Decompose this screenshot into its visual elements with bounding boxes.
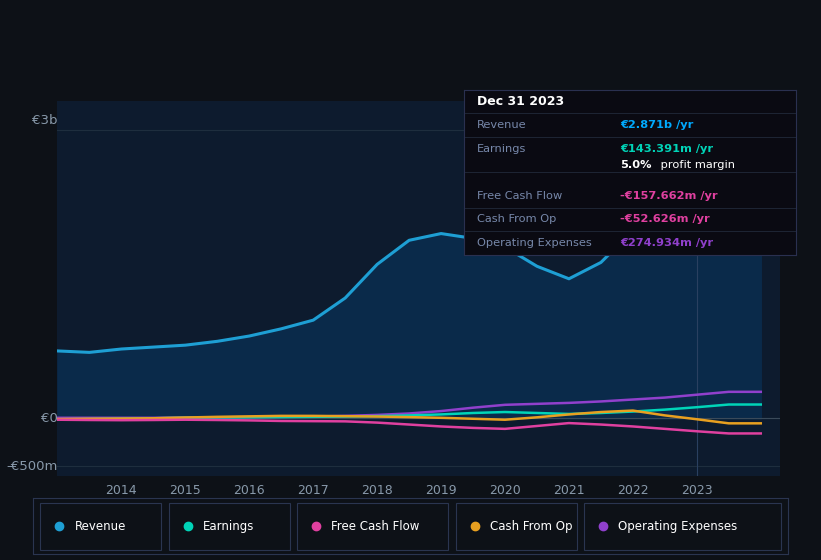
- Text: -€157.662m /yr: -€157.662m /yr: [620, 191, 718, 201]
- Text: €3b: €3b: [32, 114, 57, 127]
- Bar: [40, 503, 161, 550]
- Text: profit margin: profit margin: [657, 160, 735, 170]
- Text: Dec 31 2023: Dec 31 2023: [477, 95, 564, 108]
- Text: Free Cash Flow: Free Cash Flow: [331, 520, 420, 533]
- Bar: [456, 503, 576, 550]
- Text: Earnings: Earnings: [203, 520, 255, 533]
- Text: -€52.626m /yr: -€52.626m /yr: [620, 214, 710, 225]
- Text: €143.391m /yr: €143.391m /yr: [620, 143, 713, 153]
- Text: Earnings: Earnings: [477, 143, 526, 153]
- Text: Revenue: Revenue: [477, 120, 527, 130]
- Bar: [297, 503, 448, 550]
- Text: Cash From Op: Cash From Op: [477, 214, 557, 225]
- Text: Cash From Op: Cash From Op: [490, 520, 572, 533]
- Text: Free Cash Flow: Free Cash Flow: [477, 191, 562, 201]
- Text: 5.0%: 5.0%: [620, 160, 652, 170]
- Text: Revenue: Revenue: [75, 520, 126, 533]
- Text: Operating Expenses: Operating Expenses: [618, 520, 737, 533]
- Bar: [585, 503, 781, 550]
- Text: Operating Expenses: Operating Expenses: [477, 238, 592, 248]
- Text: €2.871b /yr: €2.871b /yr: [620, 120, 694, 130]
- Bar: [169, 503, 290, 550]
- Text: €0: €0: [40, 412, 57, 425]
- Text: -€500m: -€500m: [6, 460, 57, 473]
- Text: €274.934m /yr: €274.934m /yr: [620, 238, 713, 248]
